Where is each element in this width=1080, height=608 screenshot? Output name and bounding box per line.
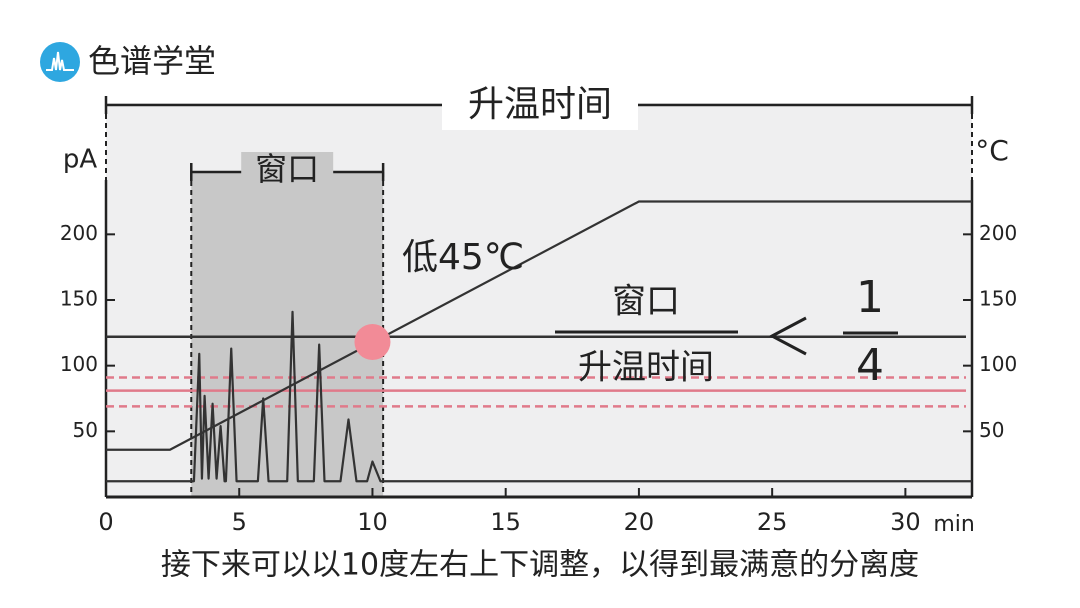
chart-title: 升温时间	[468, 84, 612, 125]
y-tick-label: 150	[60, 287, 98, 311]
fraction-denominator: 升温时间	[578, 348, 714, 388]
x-tick-label: 10	[357, 508, 388, 536]
annotation: 低45℃	[402, 237, 524, 278]
caption: 接下来可以以10度左右上下调整，以得到最满意的分离度	[161, 548, 919, 583]
y-tick-label: 100	[60, 352, 98, 376]
ratio-denominator: 4	[856, 340, 884, 391]
title-bg	[442, 80, 638, 130]
y2-tick-label: 200	[979, 221, 1017, 245]
y2-tick-label: 100	[979, 352, 1017, 376]
series-line	[106, 310, 972, 483]
x-tick-label: 30	[890, 508, 921, 536]
x-tick-label: 25	[757, 508, 788, 536]
logo-peaks	[46, 51, 74, 71]
x-unit: min	[933, 512, 975, 537]
x-tick-label: 15	[490, 508, 521, 536]
y2-tick-label: 50	[979, 418, 1004, 442]
y-tick-label: 200	[60, 221, 98, 245]
series-line	[106, 200, 972, 451]
y2-axis-label: °C	[975, 134, 1009, 167]
y2-tick-label: 150	[979, 287, 1017, 311]
ratio-numerator: 1	[856, 272, 884, 323]
x-tick-label: 20	[624, 508, 655, 536]
fraction-numerator: 窗口	[612, 282, 680, 322]
x-tick-label: 0	[98, 508, 113, 536]
marker	[354, 324, 391, 361]
window-label-bg	[241, 152, 334, 190]
logo-text: 色谱学堂	[88, 42, 216, 80]
x-tick-label: 5	[232, 508, 247, 536]
y-axis-label: pA	[63, 145, 98, 175]
arrow	[768, 316, 807, 356]
window-label: 窗口	[255, 150, 319, 188]
y-tick-label: 50	[73, 418, 98, 442]
